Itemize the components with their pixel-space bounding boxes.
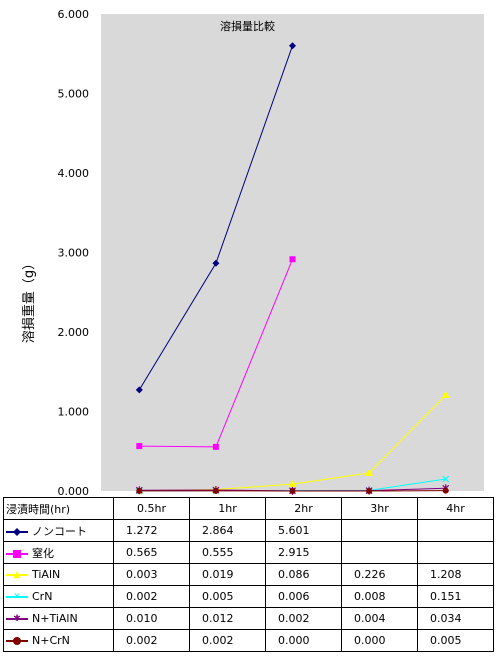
y-tick-label: 2.000	[58, 326, 90, 339]
legend-key: ✱	[6, 614, 28, 624]
data-point	[289, 256, 296, 263]
x-tick-label: 4hr	[417, 497, 494, 520]
table-row: ▲ TiAlN 0.003 0.019 0.086 0.226 1.208	[3, 563, 494, 586]
y-tick-label: 6.000	[58, 8, 90, 21]
table-cell: 0.034	[417, 607, 494, 630]
legend-entry: ✕ CrN	[3, 585, 114, 608]
data-point	[212, 443, 219, 450]
y-tick-label: 1.000	[58, 406, 90, 419]
table-cell: 0.006	[265, 585, 342, 608]
table-header-row: 浸漬時間(hr) 0.5hr 1hr 2hr 3hr 4hr	[3, 497, 494, 520]
data-point	[212, 259, 220, 267]
y-tick-label: 0.000	[58, 485, 90, 497]
legend-entry: ▲ TiAlN	[3, 563, 114, 586]
table-cell: 0.002	[265, 607, 342, 630]
table-row: ✕ CrN 0.002 0.005 0.006 0.008 0.151	[3, 585, 494, 608]
y-tick-label: 5.000	[58, 88, 90, 101]
table-cell: 0.226	[341, 563, 418, 586]
legend-entry: N+CrN	[3, 629, 114, 652]
table-cell: 5.601	[265, 519, 342, 542]
table-cell: 0.003	[113, 563, 190, 586]
table-cell: 0.151	[417, 585, 494, 608]
data-point	[289, 42, 296, 50]
x-tick-label: 1hr	[189, 497, 266, 520]
table-cell: 0.086	[265, 563, 342, 586]
table-cell: 0.000	[341, 629, 418, 652]
x-tick-label: 0.5hr	[113, 497, 190, 520]
chart-title: 溶損量比較	[220, 19, 275, 33]
data-point	[289, 488, 296, 494]
table-row: ノンコート 1.272 2.864 5.601	[3, 519, 494, 542]
legend-key	[6, 549, 28, 559]
table-cell: 2.864	[189, 519, 266, 542]
series-窒化	[136, 256, 296, 450]
table-cell: 0.004	[341, 607, 418, 630]
legend-key: ✕	[6, 592, 28, 602]
legend-key	[6, 636, 28, 646]
x-tick-label: 3hr	[341, 497, 418, 520]
y-axis-label: 溶損重量（g）	[21, 257, 37, 343]
table-cell: 0.000	[265, 629, 342, 652]
table-cell: 0.005	[189, 585, 266, 608]
table-cell: 0.565	[113, 541, 190, 564]
table-cell: 0.005	[417, 629, 494, 652]
line-chart: 溶損量比較 溶損重量（g） 0.000 1.000 2.000 3.000 4.000 5…	[21, 8, 484, 497]
y-tick-label: 4.000	[58, 167, 90, 180]
legend-label: TiAlN	[32, 568, 61, 581]
data-point	[136, 443, 143, 450]
table-cell	[417, 519, 494, 542]
legend-entry: 窒化	[3, 541, 114, 564]
legend-label: CrN	[32, 590, 53, 603]
y-tick-label: 3.000	[58, 247, 90, 260]
y-axis: 0.000 1.000 2.000 3.000 4.000 5.000 6.000	[58, 8, 90, 497]
data-point	[442, 475, 450, 483]
data-point	[365, 469, 374, 477]
table-cell: 0.002	[113, 629, 190, 652]
table-cell: 0.008	[341, 585, 418, 608]
table-cell: 2.915	[265, 541, 342, 564]
data-point	[366, 488, 373, 494]
series-N+CrN	[136, 487, 449, 494]
table-cell: 0.555	[189, 541, 266, 564]
series-ノンコート	[135, 42, 296, 394]
legend-label: N+CrN	[32, 634, 70, 647]
legend-entry: ノンコート	[3, 519, 114, 542]
legend-label: ノンコート	[32, 524, 87, 538]
table-cell	[341, 519, 418, 542]
table-cell: 1.272	[113, 519, 190, 542]
data-point	[441, 390, 450, 398]
x-tick-label: 2hr	[265, 497, 342, 520]
table-cell: 0.012	[189, 607, 266, 630]
series-layer	[135, 42, 450, 495]
table-row: 窒化 0.565 0.555 2.915	[3, 541, 494, 564]
plot-area	[101, 14, 484, 491]
legend-label: 窒化	[32, 546, 54, 560]
data-point	[288, 480, 297, 488]
data-point	[135, 386, 143, 394]
table-cell	[341, 541, 418, 564]
table-cell: 1.208	[417, 563, 494, 586]
table-cell: 0.002	[189, 629, 266, 652]
x-axis-label: 浸漬時間(hr)	[3, 497, 114, 520]
data-point	[136, 487, 143, 494]
table-cell	[417, 541, 494, 564]
table-cell: 0.019	[189, 563, 266, 586]
data-table: 浸漬時間(hr) 0.5hr 1hr 2hr 3hr 4hr ノンコート 1.272 2.864…	[3, 497, 494, 652]
table-cell: 0.002	[113, 585, 190, 608]
table-row: N+CrN 0.002 0.002 0.000 0.000 0.005	[3, 629, 494, 652]
table-row: ✱ N+TiAlN 0.010 0.012 0.002 0.004 0.034	[3, 607, 494, 630]
legend-label: N+TiAlN	[32, 612, 78, 625]
legend-key: ▲	[6, 570, 28, 580]
data-point	[442, 487, 449, 494]
legend-key	[6, 527, 28, 537]
legend-entry: ✱ N+TiAlN	[3, 607, 114, 630]
data-point	[212, 487, 219, 494]
table-cell: 0.010	[113, 607, 190, 630]
